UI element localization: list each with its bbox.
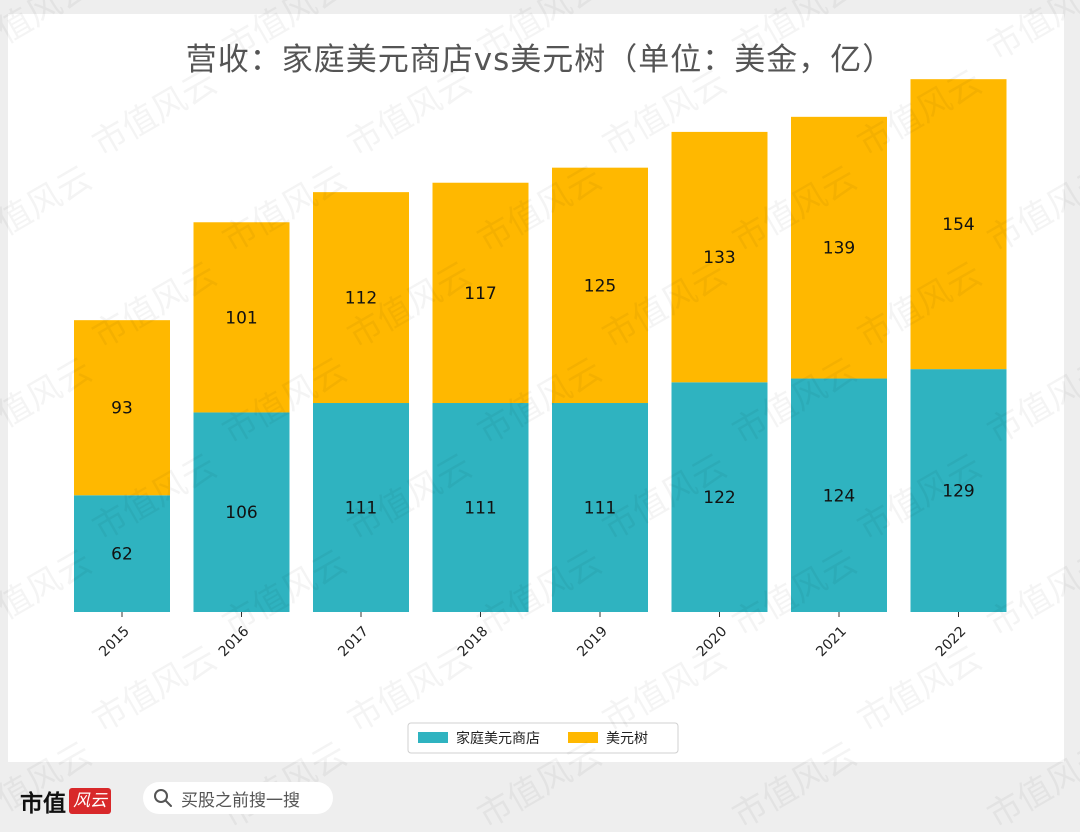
search-placeholder: 买股之前搜一搜 — [181, 790, 300, 811]
brand-logo: 市值 风云 — [20, 784, 111, 818]
data-label: 111 — [345, 499, 377, 519]
data-label: 93 — [111, 399, 133, 419]
bar-dollar-tree-2017 — [313, 192, 409, 404]
bar-family-dollar-2020 — [671, 382, 768, 612]
brand-mark: 风云 — [69, 788, 111, 814]
legend-swatch — [568, 732, 598, 743]
footer-bar: 市值 风云 买股之前搜一搜 — [0, 772, 1080, 832]
data-label: 62 — [111, 545, 133, 565]
data-label: 125 — [584, 276, 616, 296]
bar-dollar-tree-2020 — [671, 131, 768, 383]
legend-label: 家庭美元商店 — [456, 730, 540, 747]
bar-dollar-tree-2022 — [910, 79, 1007, 370]
data-label: 133 — [703, 248, 735, 268]
chart-title: 营收：家庭美元商店vs美元树（单位：美金，亿） — [185, 42, 895, 78]
bar-family-dollar-2017 — [313, 403, 409, 612]
data-label: 124 — [823, 486, 855, 506]
x-tick-label: 2019 — [574, 624, 611, 661]
data-label: 139 — [823, 239, 855, 259]
bar-family-dollar-2022 — [910, 369, 1007, 612]
data-label: 154 — [942, 215, 974, 235]
legend-label: 美元树 — [606, 731, 648, 747]
data-label: 129 — [942, 482, 974, 502]
x-tick-label: 2022 — [933, 624, 970, 661]
bar-dollar-tree-2016 — [193, 222, 290, 413]
x-tick-label: 2015 — [96, 624, 133, 661]
data-label: 111 — [464, 499, 496, 519]
brand-name: 市值 — [20, 790, 66, 817]
bar-family-dollar-2018 — [432, 403, 529, 612]
search-box[interactable]: 买股之前搜一搜 — [143, 782, 333, 814]
legend: 家庭美元商店 美元树 — [407, 722, 679, 754]
data-label: 111 — [584, 499, 616, 519]
x-tick-label: 2016 — [216, 623, 253, 660]
bar-dollar-tree-2019 — [552, 167, 648, 404]
bar-dollar-tree-2021 — [791, 116, 887, 379]
x-tick-label: 2020 — [694, 624, 731, 661]
search-icon — [154, 789, 172, 807]
stacked-bar-chart: 62 93 2015 106 101 2016 111 112 2017 111 117 2018 11… — [74, 79, 1007, 754]
legend-frame — [407, 722, 679, 754]
data-label: 122 — [703, 488, 735, 508]
data-label: 117 — [464, 284, 496, 304]
data-label: 101 — [225, 308, 257, 328]
legend-swatch — [418, 732, 448, 743]
bar-dollar-tree-2018 — [432, 182, 529, 404]
data-label: 106 — [225, 503, 257, 523]
chart-card: 62 93 2015 106 101 2016 111 112 2017 111 117 2018 11… — [8, 14, 1064, 762]
bar-family-dollar-2021 — [791, 378, 887, 612]
x-tick-label: 2017 — [335, 624, 372, 661]
bar-family-dollar-2019 — [552, 403, 648, 612]
bar-family-dollar-2016 — [193, 412, 290, 612]
x-tick-label: 2021 — [813, 624, 850, 661]
bar-family-dollar-2015 — [74, 495, 170, 612]
x-tick-label: 2018 — [455, 624, 492, 661]
data-label: 112 — [345, 289, 377, 309]
bar-dollar-tree-2015 — [74, 320, 170, 496]
